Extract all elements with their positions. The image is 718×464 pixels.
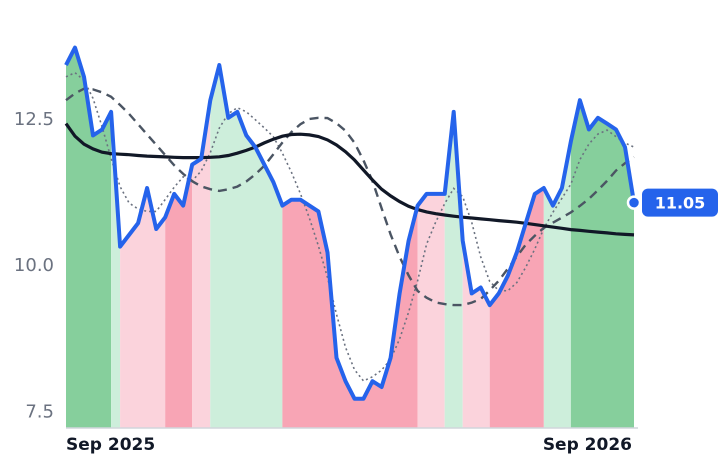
- y-tick-label: 12.5: [14, 109, 54, 130]
- y-axis-ticks: 7.5 10.0 12.5: [14, 109, 54, 423]
- sma-long-line: [64, 122, 635, 237]
- x-axis-ticks: Sep 2025 Sep 2026: [66, 435, 632, 455]
- regime-band-strong-down: [282, 199, 418, 428]
- regime-band-strong-down: [165, 164, 193, 428]
- regime-band-weak-down: [417, 193, 445, 428]
- regime-band-weak-down: [192, 100, 211, 428]
- sma-short-line: [65, 71, 635, 382]
- series-lines: [64, 45, 636, 401]
- x-tick-label: Sep 2025: [66, 435, 155, 455]
- y-tick-label: 7.5: [25, 401, 54, 422]
- last-value-text: 11.05: [655, 194, 706, 213]
- regime-band-strong-up: [570, 100, 634, 428]
- price-line: [64, 45, 636, 401]
- y-tick-label: 10.0: [14, 255, 54, 276]
- last-value-badge: [642, 188, 718, 217]
- regime-band-weak-up: [543, 141, 571, 428]
- regime-bands: [66, 47, 634, 429]
- regime-band-weak-up: [111, 111, 121, 429]
- x-tick-label: Sep 2026: [543, 435, 632, 455]
- regime-band-weak-up: [210, 65, 283, 428]
- last-value-dot: [626, 195, 642, 210]
- last-value-marker: 11.05: [626, 188, 718, 217]
- regime-band-strong-up: [66, 47, 112, 428]
- regime-band-strong-down: [489, 188, 544, 428]
- regime-band-weak-down: [120, 188, 166, 428]
- sma-mid-line: [65, 87, 635, 307]
